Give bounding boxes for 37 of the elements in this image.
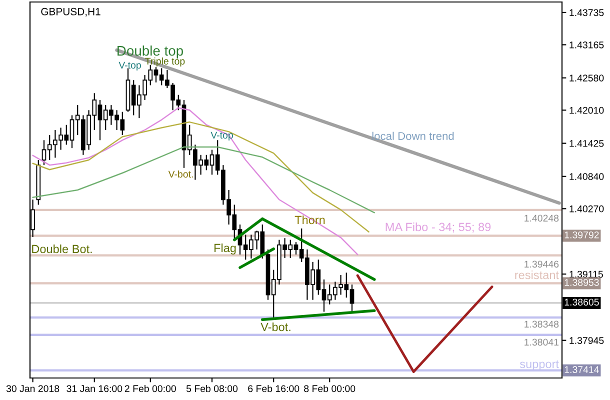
y-tick-label: 1.43735: [570, 9, 604, 16]
annotation: local Down trend: [372, 132, 454, 140]
ref-line-label: 1.37414: [564, 366, 599, 374]
annotation: 1.39446: [524, 260, 559, 268]
x-tick-label: 5 Feb 08:00: [186, 384, 238, 392]
x-tick-label: 8 Feb 00:00: [304, 384, 356, 392]
ref-line-label: 1.38605: [564, 298, 599, 306]
x-tick-label: 6 Feb 16:00: [248, 384, 300, 392]
annotation: V-bot.: [168, 170, 193, 178]
annotation: 1.38348: [524, 320, 559, 328]
annotation: support: [520, 360, 559, 371]
annotation: 1.40248: [524, 214, 559, 222]
y-tick-label: 1.43165: [570, 41, 604, 48]
annotation: Thorn: [294, 215, 325, 224]
x-tick-label: 30 Jan 2018: [6, 385, 60, 392]
annotation: MA Fibo - 34; 55; 89: [386, 222, 491, 233]
y-tick-label: 1.41425: [570, 140, 604, 147]
y-tick-label: 1.40270: [570, 205, 604, 212]
x-tick-label: 31 Jan 16:00: [66, 385, 122, 392]
annotation: resistant: [515, 270, 559, 280]
y-tick-label: 1.37945: [570, 337, 604, 344]
annotation: Flag: [214, 243, 236, 254]
annotation: Double Bot.: [32, 244, 92, 254]
annotation: Triple top: [145, 57, 185, 67]
annotation: Double top: [118, 46, 184, 58]
annotation: V-top: [118, 62, 141, 71]
chart-title: GBPUSD,H1: [41, 8, 100, 17]
annotation: 1.38041: [524, 338, 559, 346]
annotation: V-bot.: [260, 322, 290, 332]
y-tick-label: 1.42010: [570, 106, 604, 114]
annotation: V-top: [210, 132, 233, 141]
ref-line-label: 1.39792: [564, 231, 599, 238]
y-tick-label: 1.39115: [570, 270, 603, 278]
y-tick-label: 1.40840: [570, 173, 604, 180]
y-tick-label: 1.42580: [570, 74, 604, 82]
x-tick-label: 2 Feb 00:00: [124, 384, 176, 392]
ref-line-label: 1.38953: [564, 278, 599, 286]
